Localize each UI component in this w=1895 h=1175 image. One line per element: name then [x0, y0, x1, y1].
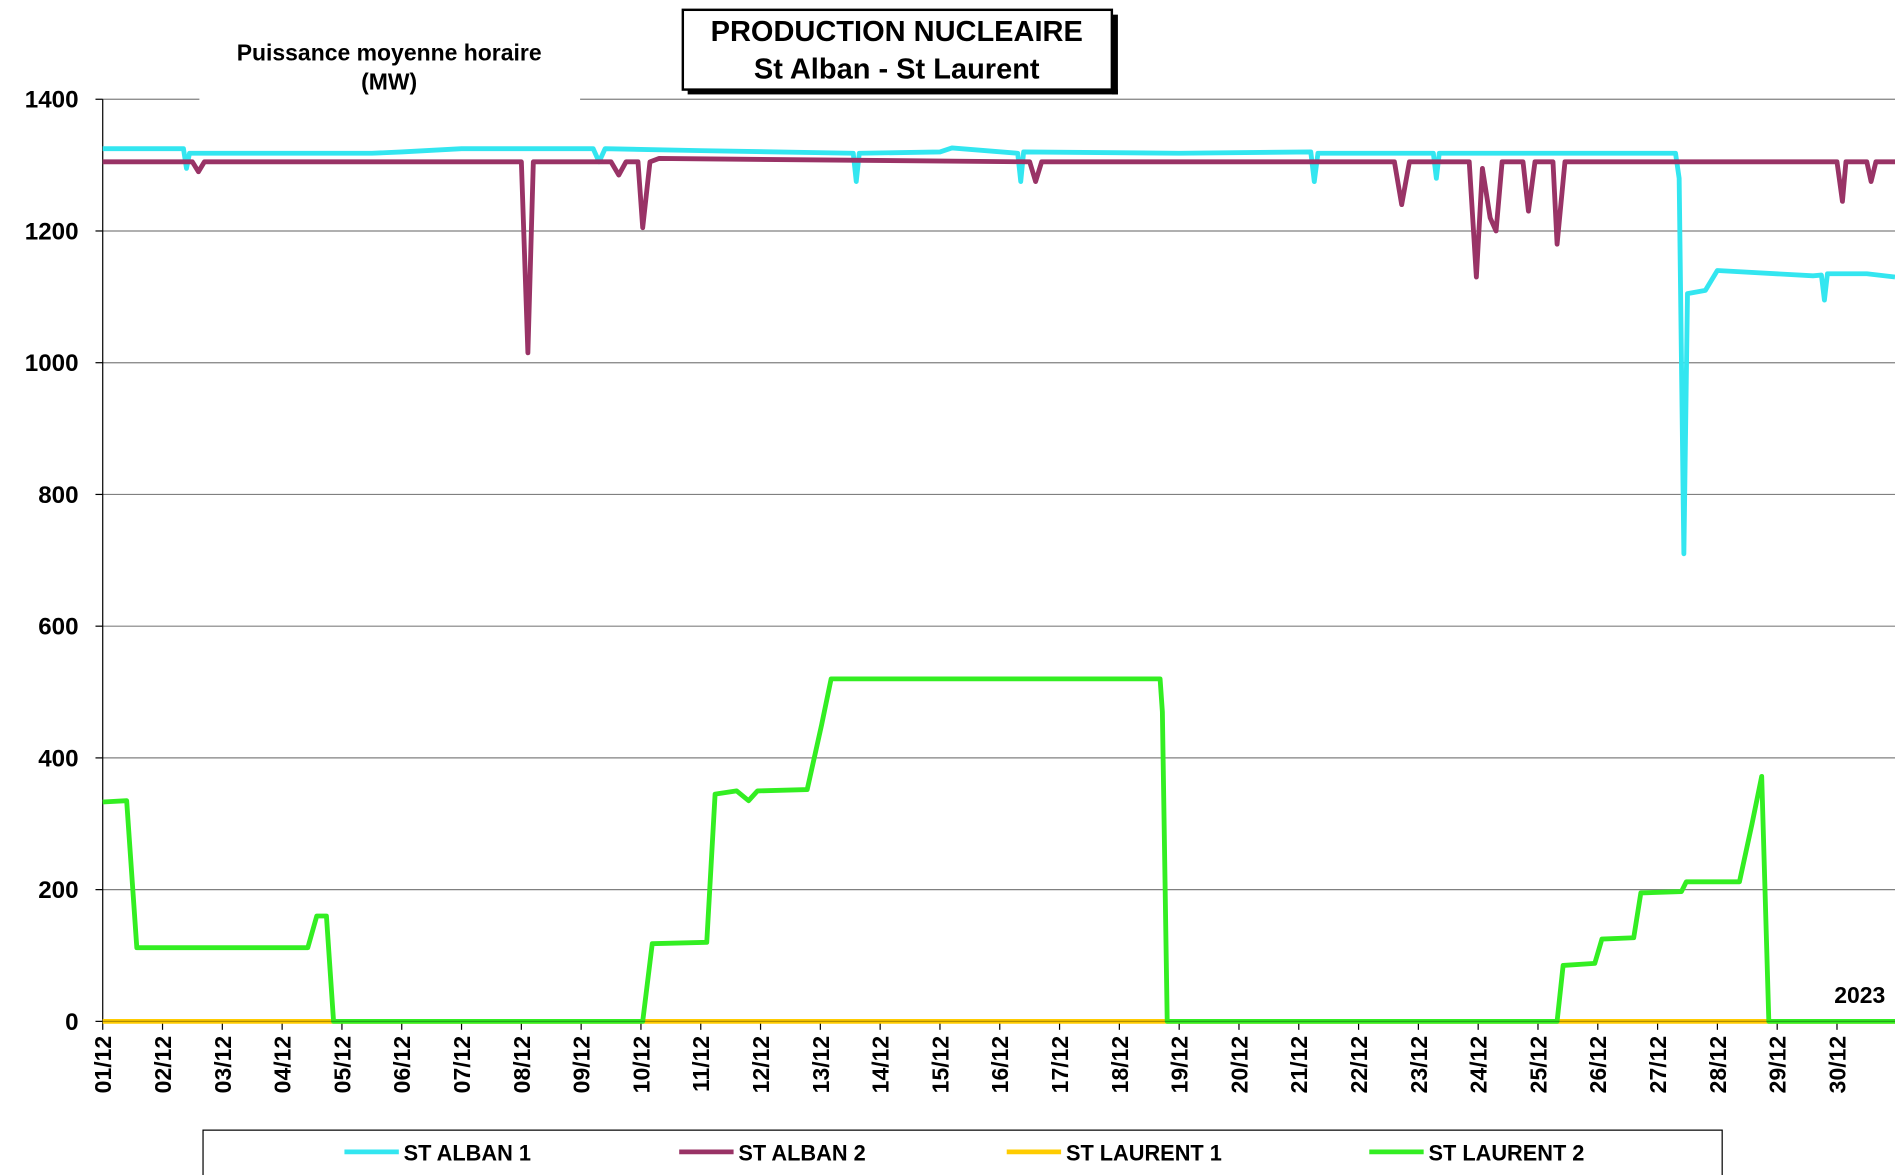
x-tick-label: 23/12 — [1406, 1036, 1432, 1093]
x-tick-label: 04/12 — [270, 1036, 296, 1093]
chart-title: PRODUCTION NUCLEAIRE — [711, 16, 1083, 48]
x-tick-label: 25/12 — [1525, 1036, 1551, 1093]
legend-label: ST ALBAN 1 — [404, 1140, 531, 1165]
y-tick-label: 1000 — [25, 350, 79, 377]
series-line — [102, 156, 1895, 356]
x-tick-label: 18/12 — [1107, 1036, 1133, 1093]
series-line — [102, 676, 1895, 1024]
x-tick-label: 11/12 — [688, 1036, 714, 1092]
x-tick-label: 20/12 — [1226, 1036, 1252, 1093]
title-shadow — [687, 89, 1118, 95]
x-tick-label: 03/12 — [210, 1036, 236, 1093]
legend-box — [202, 1129, 1723, 1175]
legend-label: ST ALBAN 2 — [738, 1140, 865, 1165]
x-tick-label: 19/12 — [1167, 1036, 1193, 1093]
x-tick-label: 02/12 — [150, 1036, 176, 1093]
x-tick-label: 30/12 — [1824, 1036, 1850, 1093]
x-tick-label: 21/12 — [1286, 1036, 1312, 1093]
x-tick-label: 16/12 — [987, 1036, 1013, 1093]
x-tick-label: 29/12 — [1765, 1036, 1791, 1093]
annotation: 2023 — [1834, 982, 1885, 1008]
y-axis-label: (MW) — [361, 69, 417, 95]
y-tick-label: 400 — [38, 745, 78, 772]
x-tick-label: 22/12 — [1346, 1036, 1372, 1093]
x-tick-label: 27/12 — [1645, 1036, 1671, 1093]
title-shadow — [1111, 14, 1118, 95]
x-tick-label: 28/12 — [1705, 1036, 1731, 1093]
y-tick-label: 0 — [65, 1009, 78, 1036]
y-tick-label: 600 — [38, 614, 78, 641]
title-box — [681, 8, 1114, 91]
x-tick-label: 14/12 — [868, 1036, 894, 1093]
legend-label: ST LAURENT 2 — [1429, 1140, 1585, 1165]
x-tick-label: 24/12 — [1466, 1036, 1492, 1093]
x-tick-label: 08/12 — [509, 1036, 535, 1093]
x-tick-label: 10/12 — [628, 1036, 654, 1093]
chart-subtitle: St Alban - St Laurent — [754, 54, 1040, 86]
legend-label: ST LAURENT 1 — [1066, 1140, 1222, 1165]
y-tick-label: 1200 — [25, 218, 79, 245]
x-tick-label: 26/12 — [1585, 1036, 1611, 1093]
y-tick-label: 200 — [38, 877, 78, 904]
x-tick-label: 07/12 — [449, 1036, 475, 1093]
x-tick-label: 01/12 — [90, 1036, 116, 1093]
x-tick-label: 09/12 — [569, 1036, 595, 1093]
x-tick-label: 17/12 — [1047, 1036, 1073, 1093]
y-tick-label: 1400 — [25, 87, 79, 114]
x-tick-label: 12/12 — [748, 1036, 774, 1093]
x-tick-label: 15/12 — [927, 1036, 953, 1093]
y-axis-label: Puissance moyenne horaire — [237, 40, 542, 66]
x-tick-label: 13/12 — [808, 1036, 834, 1093]
x-tick-label: 06/12 — [389, 1036, 415, 1093]
series-line — [102, 145, 1895, 557]
y-tick-label: 800 — [38, 482, 78, 509]
ylabel-bg — [199, 33, 581, 107]
x-tick-label: 05/12 — [329, 1036, 355, 1093]
